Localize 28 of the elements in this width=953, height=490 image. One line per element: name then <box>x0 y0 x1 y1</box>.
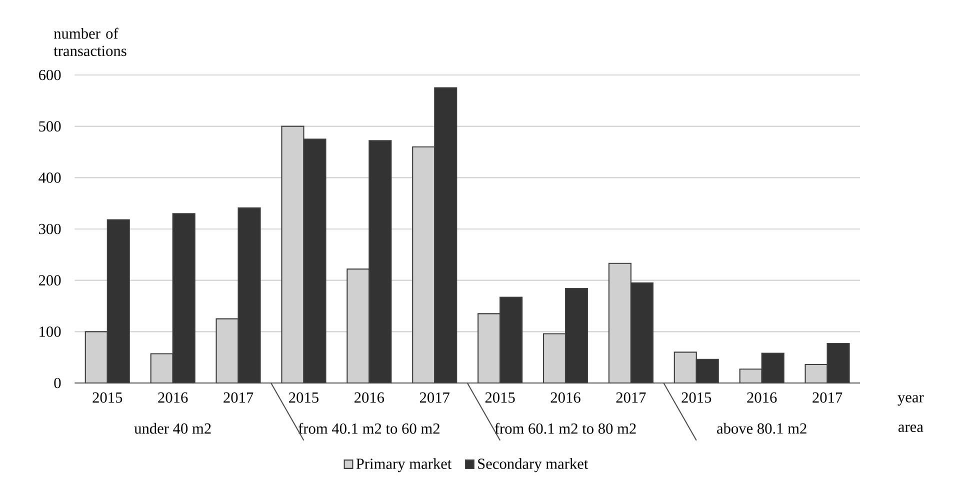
y-tick-label: 600 <box>38 70 61 80</box>
x-axis-title: year <box>898 395 924 406</box>
x-tick-label: 2017 <box>224 392 254 403</box>
y-tick-label: 400 <box>38 172 61 183</box>
text: area <box>898 424 924 432</box>
text: under 40 m2 <box>134 422 211 434</box>
y-tick-label: 300 <box>39 224 61 234</box>
x-tick-label: 2017 <box>420 392 450 403</box>
x-tick-label: 2015 <box>289 392 318 403</box>
y-tick-label: 100 <box>40 326 61 337</box>
x-tick-label: 2015 <box>682 392 712 403</box>
y-tick-label: 0 <box>54 378 61 388</box>
text: from 40.1 m2 to 60 m2 <box>298 422 440 434</box>
y-axis-title: number of transactions <box>54 28 126 56</box>
x-tick-label: 2016 <box>354 392 384 403</box>
text: above 80.1 m2 <box>717 422 806 434</box>
x-tick-label: 2015 <box>92 392 122 403</box>
y-tick-label: 500 <box>39 121 61 132</box>
x-tick-label: 2017 <box>812 392 842 403</box>
legend-label: Primary market <box>356 458 452 472</box>
text: from 60.1 m2 to 80 m2 <box>494 422 636 434</box>
x-tick-label: 2017 <box>616 392 646 403</box>
x-tick-label: 2016 <box>158 392 188 403</box>
x-tick-label: 2016 <box>550 392 580 403</box>
x-tick-label: 2016 <box>747 392 777 403</box>
y-tick-label: 200 <box>38 275 61 286</box>
legend-label: Secondary market <box>478 458 588 472</box>
x-tick-label: 2015 <box>485 392 515 403</box>
